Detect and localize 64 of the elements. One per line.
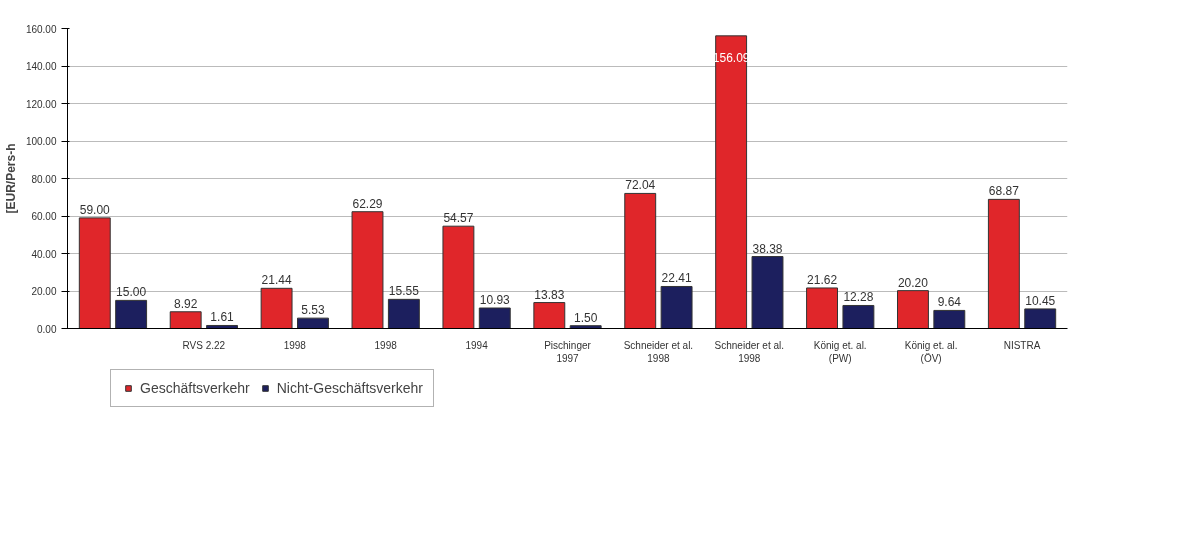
y-tick-label: 100.00: [25, 136, 57, 147]
data-label: 12.28: [843, 290, 874, 305]
y-tick-label: 20.00: [31, 286, 57, 297]
bar: [442, 225, 475, 329]
x-tick-label: 1994: [465, 339, 489, 351]
x-tick-label: Pischinger 1997: [544, 339, 592, 364]
y-tick-label: 0.00: [37, 323, 57, 335]
bar: [624, 192, 657, 329]
legend-label: Nicht-Geschäftsverkehr: [276, 380, 423, 396]
data-label: 54.57: [443, 211, 474, 226]
bar: [297, 317, 329, 329]
data-label: 38.38: [752, 241, 783, 256]
x-tick-label: 1998: [283, 339, 307, 351]
bar: [1024, 308, 1057, 329]
data-label: 62.29: [352, 196, 383, 211]
y-axis-title: [EUR/Pers-h: [3, 143, 18, 214]
bar: [260, 287, 293, 329]
x-tick-label: RVS 2.22: [182, 339, 226, 351]
bar: [715, 35, 748, 329]
bar: [78, 217, 111, 329]
data-label: 68.87: [988, 184, 1020, 199]
data-label: 22.41: [661, 271, 692, 286]
bar: [533, 302, 566, 329]
data-label: 20.20: [897, 275, 929, 290]
x-tick-label: NISTRA: [1003, 339, 1041, 351]
data-label: 8.92: [174, 296, 198, 311]
x-tick-label: Schneider et al. 1998: [623, 339, 694, 364]
bar: [351, 211, 384, 329]
data-label: 10.93: [479, 293, 511, 308]
data-label: 1.61: [210, 310, 235, 325]
bar: [806, 287, 838, 329]
y-tick-label: 80.00: [31, 173, 57, 185]
bar: [115, 299, 148, 329]
y-tick-label: 60.00: [31, 211, 57, 222]
bar: [842, 304, 875, 329]
bar: [897, 290, 929, 329]
y-tick-label: 40.00: [31, 248, 57, 260]
bar: [478, 307, 511, 329]
data-label: 13.83: [534, 287, 565, 302]
data-label: 72.04: [625, 178, 656, 193]
legend-label: Geschäftsverkehr: [140, 380, 250, 396]
bar: [387, 298, 420, 329]
data-label: 5.53: [301, 303, 325, 318]
y-tick-label: 120.00: [25, 98, 57, 110]
data-label: 1.50: [574, 310, 598, 325]
bar: [169, 311, 202, 329]
x-tick-label: König et. al. (ÖV): [904, 339, 958, 364]
data-label: 15.55: [388, 284, 420, 299]
bar: [933, 309, 966, 329]
data-label: 59.00: [79, 202, 111, 217]
y-tick-label: 140.00: [25, 61, 57, 72]
bar: [987, 198, 1020, 329]
bar: [751, 256, 784, 329]
x-tick-label: 1998: [374, 339, 398, 351]
data-label: 10.45: [1025, 293, 1056, 308]
data-label: 21.44: [261, 273, 292, 288]
data-label: 9.64: [937, 295, 962, 310]
bar: [660, 285, 693, 329]
data-label: 21.62: [807, 272, 838, 287]
x-tick-label: Schneider et al. 1998: [714, 339, 785, 364]
bar: [569, 325, 602, 329]
x-tick-label: König et. al. (PW): [813, 339, 867, 364]
y-tick-label: 160.00: [25, 23, 57, 35]
data-label: 15.00: [116, 285, 147, 300]
